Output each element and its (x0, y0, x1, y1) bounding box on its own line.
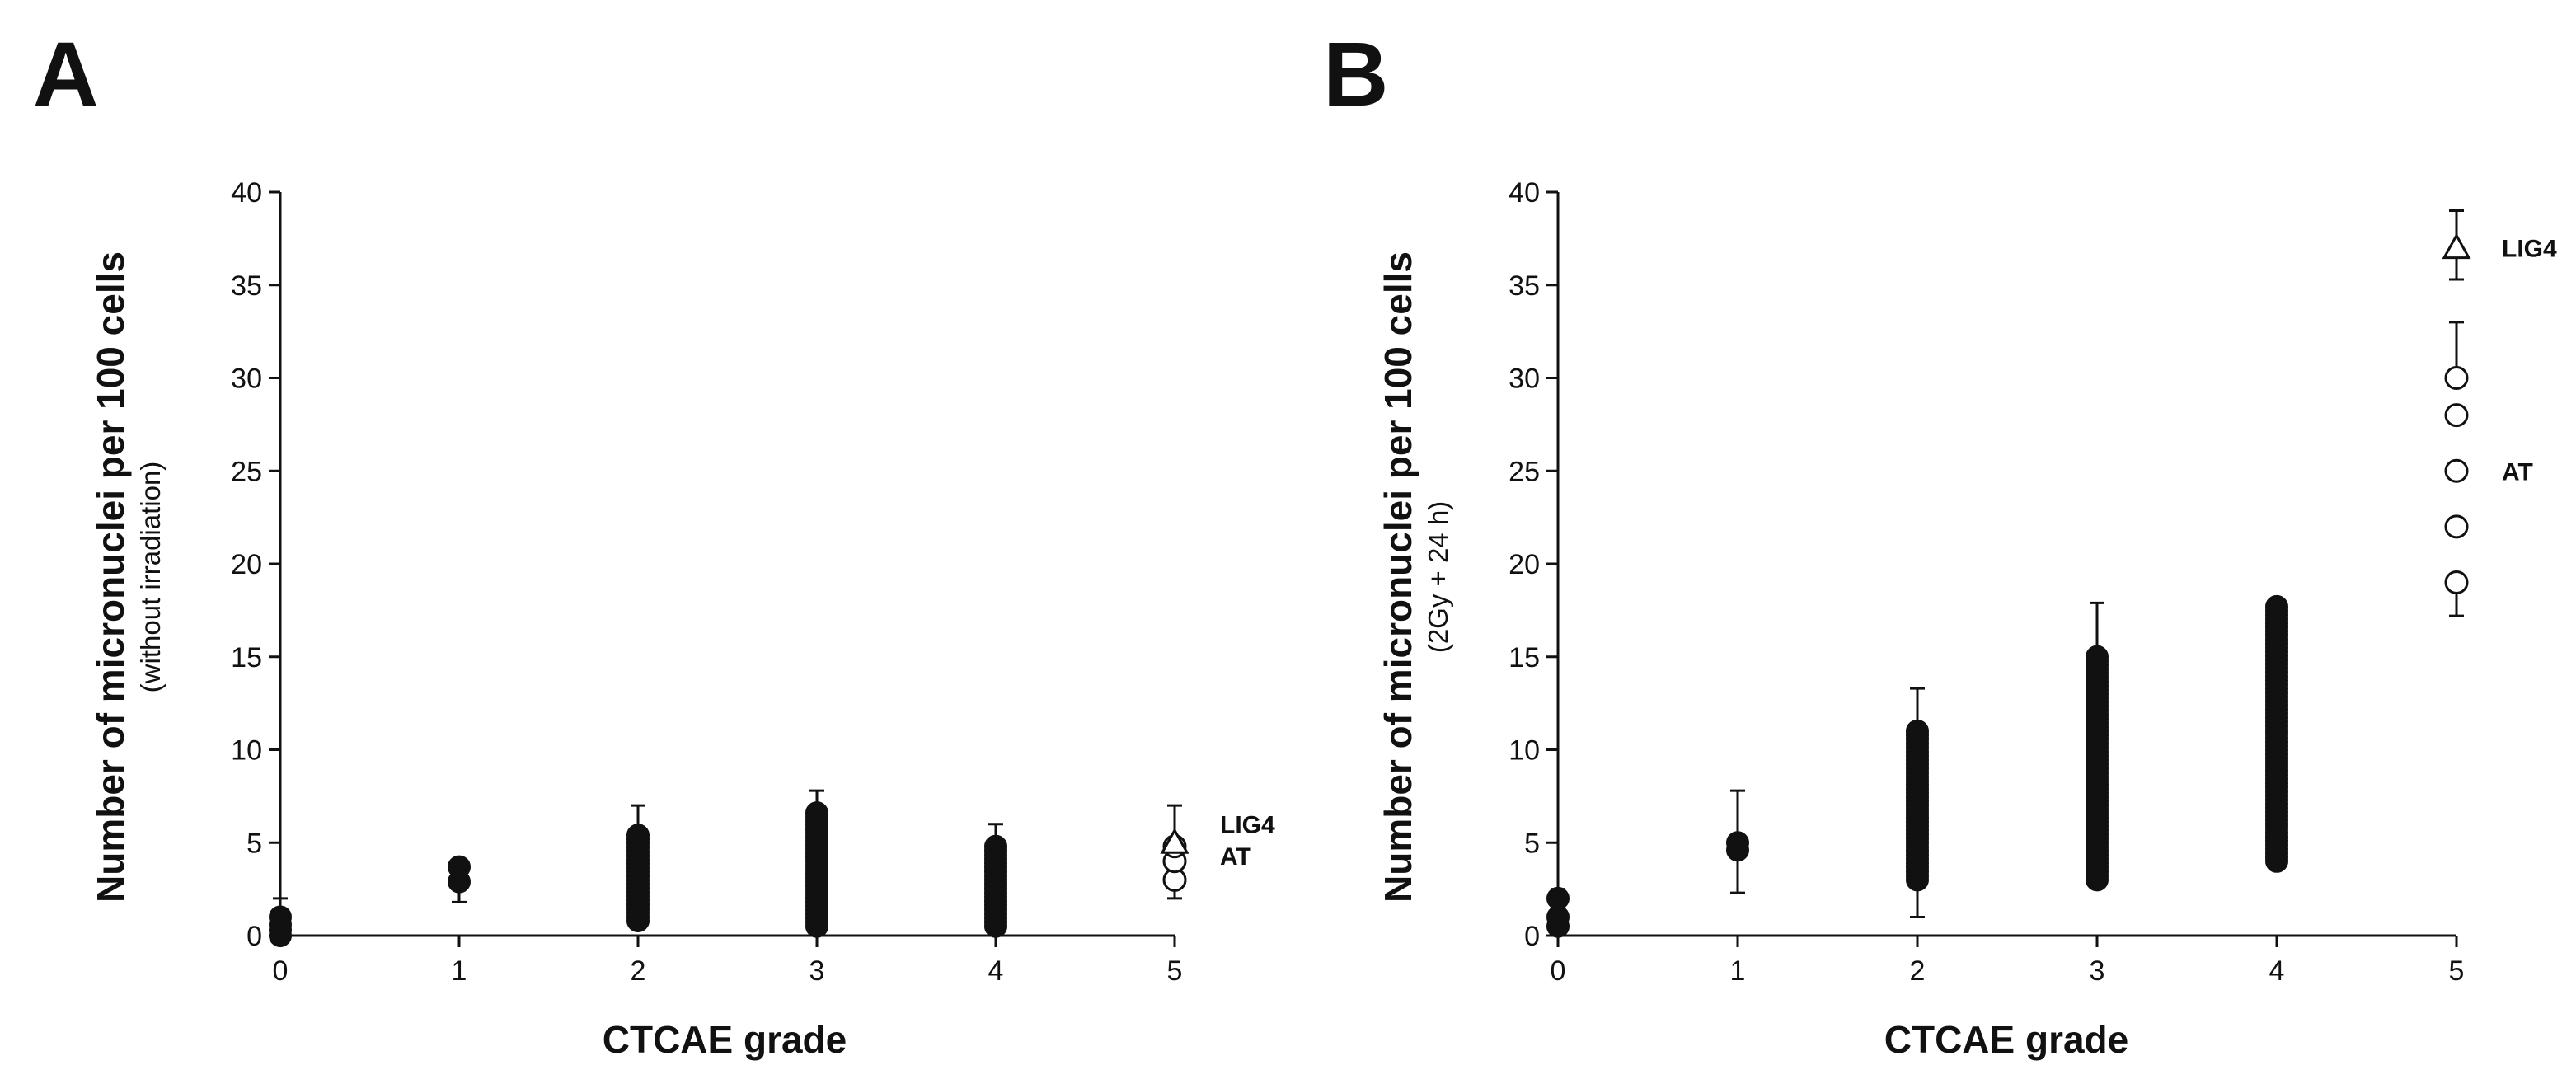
panel-b-y-tick-label: 20 (1509, 549, 1540, 580)
panel-b-data-point (1726, 831, 1749, 855)
panel-a-x-tick-label: 4 (988, 955, 1004, 987)
panel-b-data-point (2086, 645, 2109, 669)
panel-b-data-point-at (2444, 514, 2469, 539)
panel-b-y-axis-label: Number of micronuclei per 100 cells (1377, 251, 1419, 903)
panel-b-y-tick-label: 15 (1509, 642, 1540, 673)
panel-b-y-tick-label: 10 (1509, 735, 1540, 767)
panel-a-data-point (805, 801, 828, 825)
panel-b-x-tick-label: 1 (1730, 955, 1746, 987)
panel-a-x-tick-label: 2 (631, 955, 646, 987)
panel-a-y-tick-label: 20 (231, 549, 262, 580)
panel-b-x-tick-label: 2 (1910, 955, 1926, 987)
panel-b-y-tick-label: 5 (1524, 828, 1540, 859)
panel-a-y-tick-label: 35 (231, 270, 262, 302)
panel-a-y-tick-label: 0 (246, 921, 262, 952)
panel-b-data-point (2265, 594, 2288, 618)
panel-b-y-tick-label: 30 (1509, 364, 1540, 395)
panel-a-data-point (269, 905, 292, 929)
panel-b-y-tick-label: 25 (1509, 456, 1540, 487)
panel-b-annotation-at: AT (2502, 458, 2533, 486)
panel-b-x-tick-label: 4 (2269, 955, 2285, 987)
panel-a-annotation-lig4: LIG4 (1220, 812, 1275, 839)
panel-a-y-axis-sublabel: (without irradiation) (135, 462, 166, 693)
panel-a-data-point (626, 824, 650, 847)
panel-b-y-axis-title: Number of micronuclei per 100 cells (2Gy… (1377, 251, 1453, 903)
panel-a-y-axis-label: Number of micronuclei per 100 cells (89, 251, 132, 903)
panel-b-plot-area: 0 5 10 15 20 25 30 35 40 0 1 2 3 4 5 LIG4 AT (1509, 177, 2557, 987)
panel-a-y-tick-label: 40 (231, 177, 262, 209)
panel-b-label: B (1323, 24, 1388, 125)
panel-a-y-tick-label: 5 (246, 828, 262, 859)
panel-b-y-axis-sublabel: (2Gy + 24 h) (1423, 501, 1453, 653)
panel-a-x-tick-label: 5 (1167, 955, 1183, 987)
panel-a-x-tick-label: 0 (273, 955, 289, 987)
panel-a-plot-area: 0 5 10 15 20 25 30 35 40 0 1 2 3 4 5 LIG4 AT (231, 177, 1275, 987)
panel-b-x-tick-label: 3 (2090, 955, 2105, 987)
panel-a-x-axis-label: CTCAE grade (603, 1018, 847, 1061)
panel-a: A Number of micronuclei per 100 cells (w… (33, 24, 1275, 1061)
panel-a-annotation-at: AT (1220, 843, 1251, 870)
panel-b-x-tick-label: 5 (2449, 955, 2465, 987)
panel-a-x-tick-label: 3 (809, 955, 825, 987)
panel-a-y-tick-label: 10 (231, 735, 262, 767)
panel-b-data-point-at (2444, 570, 2469, 595)
panel-b-data-point-at (2444, 366, 2469, 390)
panel-b-y-tick-label: 0 (1524, 921, 1540, 952)
panel-b-y-tick-label: 35 (1509, 270, 1540, 302)
panel-b-y-tick-label: 40 (1509, 177, 1540, 209)
panel-a-y-tick-label: 30 (231, 364, 262, 395)
panel-a-y-tick-label: 15 (231, 642, 262, 673)
panel-a-data-point (448, 855, 471, 879)
panel-b-data-point-at (2444, 458, 2469, 483)
panel-b-data-point-lig4 (2442, 232, 2471, 260)
panel-b-annotation-lig4: LIG4 (2502, 236, 2557, 263)
panel-b-data-point-at (2444, 403, 2469, 428)
panel-a-x-tick-label: 1 (452, 955, 467, 987)
panel-b-x-tick-label: 0 (1551, 955, 1566, 987)
panel-b: B Number of micronuclei per 100 cells (2… (1323, 24, 2557, 1061)
panel-a-label: A (33, 24, 98, 125)
panel-a-data-point (984, 834, 1007, 858)
panel-b-data-point (1906, 719, 1929, 743)
panel-b-x-axis-label: CTCAE grade (1884, 1018, 2128, 1061)
panel-b-data-point (1546, 886, 1570, 910)
panel-a-y-tick-label: 25 (231, 456, 262, 487)
panel-a-data-point-lig4 (1160, 828, 1189, 854)
panel-a-y-axis-title: Number of micronuclei per 100 cells (wit… (89, 251, 166, 903)
